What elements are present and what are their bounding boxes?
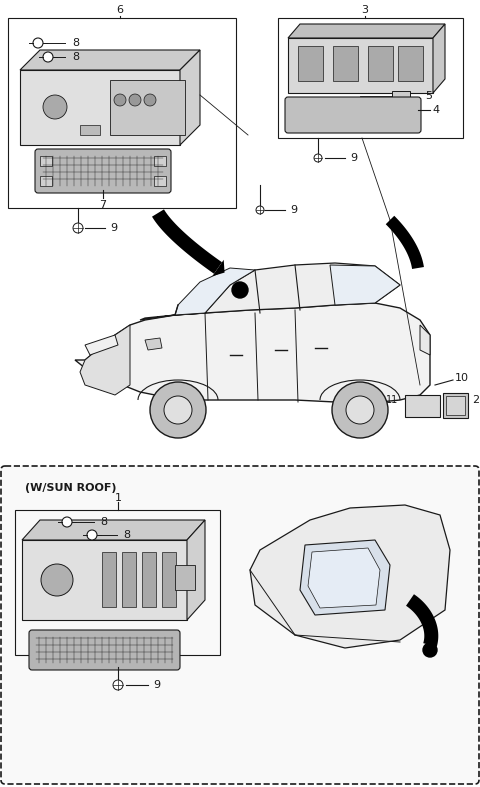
Circle shape <box>332 382 388 438</box>
Polygon shape <box>140 263 400 320</box>
Bar <box>8 18 236 208</box>
Polygon shape <box>250 505 450 648</box>
Polygon shape <box>152 209 222 274</box>
Polygon shape <box>22 540 187 620</box>
Circle shape <box>62 517 72 527</box>
Circle shape <box>256 206 264 214</box>
Text: 6: 6 <box>117 5 123 15</box>
Bar <box>443 393 468 418</box>
Text: 10: 10 <box>455 373 469 383</box>
Text: 8: 8 <box>72 38 79 48</box>
Bar <box>446 396 465 415</box>
Text: 7: 7 <box>99 200 107 210</box>
Bar <box>405 395 440 417</box>
Text: 2: 2 <box>472 395 479 405</box>
Polygon shape <box>187 520 205 620</box>
Circle shape <box>150 382 206 438</box>
Bar <box>80 125 100 135</box>
Text: 11: 11 <box>386 395 398 405</box>
Polygon shape <box>406 594 438 647</box>
Circle shape <box>43 52 53 62</box>
Text: 5: 5 <box>425 91 432 101</box>
Bar <box>40 156 52 166</box>
FancyBboxPatch shape <box>35 149 171 193</box>
Polygon shape <box>433 24 445 93</box>
Polygon shape <box>288 38 433 93</box>
Bar <box>392 91 410 101</box>
FancyBboxPatch shape <box>285 97 421 133</box>
FancyBboxPatch shape <box>1 466 479 784</box>
Circle shape <box>41 564 73 596</box>
Bar <box>122 552 136 607</box>
Text: 9: 9 <box>350 153 357 163</box>
Bar <box>175 565 195 590</box>
Circle shape <box>346 396 374 424</box>
Polygon shape <box>22 520 205 540</box>
Circle shape <box>144 94 156 106</box>
Text: 3: 3 <box>361 5 369 15</box>
Bar <box>298 46 323 81</box>
Bar <box>398 46 423 81</box>
Bar <box>102 552 116 607</box>
Circle shape <box>314 154 322 162</box>
Circle shape <box>113 680 123 690</box>
Circle shape <box>423 643 437 657</box>
Polygon shape <box>330 265 400 305</box>
Circle shape <box>33 38 43 48</box>
Text: 8: 8 <box>123 530 130 540</box>
Polygon shape <box>145 338 162 350</box>
Text: 9: 9 <box>153 680 160 690</box>
Polygon shape <box>308 548 380 608</box>
Polygon shape <box>85 335 118 355</box>
Polygon shape <box>300 540 390 615</box>
Bar <box>368 46 393 81</box>
Text: 9: 9 <box>110 223 117 233</box>
Polygon shape <box>80 325 130 395</box>
Text: 1: 1 <box>115 493 121 503</box>
Text: 9: 9 <box>290 205 297 215</box>
Polygon shape <box>20 50 200 70</box>
Circle shape <box>43 95 67 119</box>
Circle shape <box>129 94 141 106</box>
Bar <box>278 18 463 138</box>
Bar <box>40 176 52 186</box>
Polygon shape <box>20 70 180 145</box>
Circle shape <box>73 223 83 233</box>
Bar <box>333 46 358 81</box>
Bar <box>142 552 156 607</box>
Circle shape <box>87 530 97 540</box>
Circle shape <box>114 94 126 106</box>
Bar <box>162 552 176 607</box>
Text: 4: 4 <box>432 105 439 115</box>
FancyBboxPatch shape <box>29 630 180 670</box>
Circle shape <box>164 396 192 424</box>
Polygon shape <box>75 303 430 402</box>
Polygon shape <box>175 268 255 315</box>
Bar <box>15 510 220 655</box>
Text: 8: 8 <box>72 52 79 62</box>
Text: (W/SUN ROOF): (W/SUN ROOF) <box>25 483 117 493</box>
Polygon shape <box>212 260 225 276</box>
Polygon shape <box>288 24 445 38</box>
Bar <box>154 176 166 186</box>
Polygon shape <box>386 216 424 269</box>
Bar <box>110 80 185 135</box>
Circle shape <box>232 282 248 298</box>
Text: 8: 8 <box>100 517 107 527</box>
Bar <box>154 156 166 166</box>
Polygon shape <box>420 325 430 355</box>
Polygon shape <box>180 50 200 145</box>
